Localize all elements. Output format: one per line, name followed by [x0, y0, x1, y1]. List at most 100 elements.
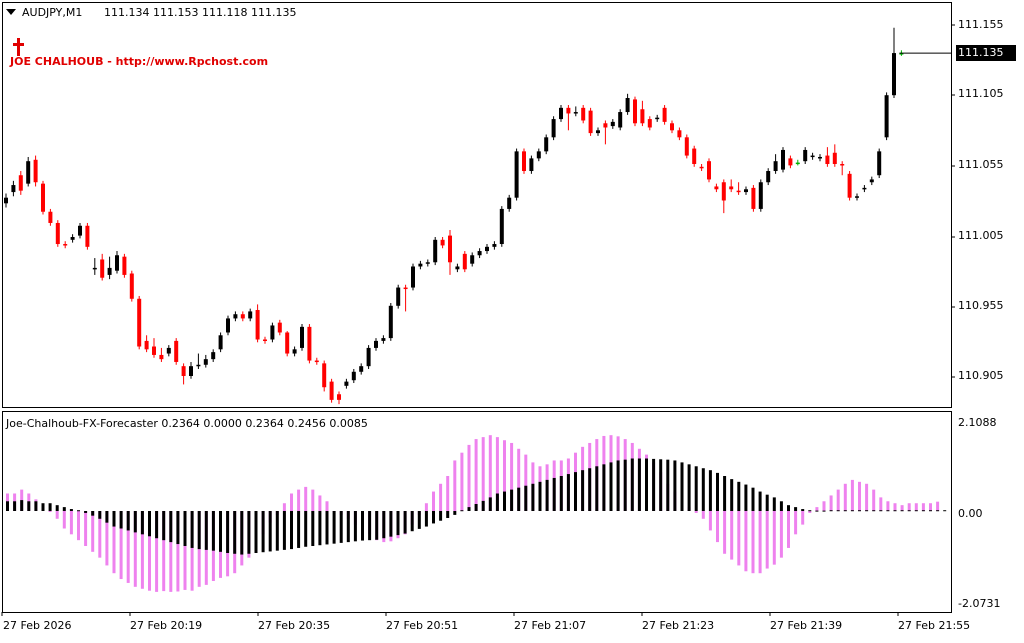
candle-body [263, 339, 267, 341]
histogram-bar-black [936, 510, 940, 512]
histogram-bar-black [879, 510, 883, 512]
candle-body [329, 381, 334, 400]
histogram-bar-pink [787, 511, 790, 548]
histogram-bar-black [772, 497, 776, 511]
candle-body [174, 340, 179, 362]
candle-body [899, 53, 904, 55]
histogram-bar-black [545, 479, 549, 511]
time-label: 27 Feb 20:35 [258, 619, 331, 632]
histogram-bar-black [524, 485, 528, 511]
histogram-bar-black [446, 511, 450, 518]
histogram-bar-pink [808, 511, 812, 513]
histogram-bar-pink [140, 511, 144, 589]
histogram-bar-black [396, 511, 400, 536]
histogram-bar-pink [432, 491, 435, 511]
candle-body [129, 273, 134, 299]
histogram-bar-black [659, 459, 663, 511]
time-label: 27 Feb 21:07 [514, 619, 587, 632]
histogram-bar-black [13, 501, 17, 511]
histogram-bar-pink [183, 511, 187, 590]
candles-group [4, 27, 952, 405]
histogram-bar-black [304, 511, 308, 547]
histogram-bar-black [808, 510, 812, 512]
histogram-bar-black [247, 511, 251, 554]
candle-body [573, 112, 578, 114]
histogram-bar-black [517, 487, 521, 511]
histogram-bar-black [801, 509, 805, 511]
candle-body [462, 253, 467, 270]
candle-body [166, 347, 171, 354]
candle-body [640, 109, 645, 124]
candle-body [470, 255, 475, 264]
candle-body [226, 318, 230, 333]
histogram-bar-pink [900, 505, 904, 511]
candle-body [892, 53, 896, 96]
candle-body [418, 263, 423, 267]
histogram-bar-black [758, 491, 762, 511]
histogram-bar-black [673, 460, 677, 511]
histogram-bar-black [240, 511, 244, 555]
candle-body [425, 262, 430, 264]
candle-body [300, 326, 304, 348]
candle-body [499, 208, 504, 245]
histogram-bar-pink [176, 511, 180, 592]
histogram-bar-black [311, 511, 315, 546]
candle-body [714, 186, 719, 190]
histogram-bar-pink [474, 439, 478, 511]
histogram-bar-pink [460, 452, 464, 511]
histogram-bar-black [716, 472, 719, 511]
histogram-bar-black [417, 511, 421, 529]
candle-body [270, 325, 275, 340]
histogram-bar-black [148, 511, 151, 537]
histogram-bar-pink [751, 511, 755, 574]
histogram-bar-black [574, 472, 577, 511]
histogram-bar-black [609, 462, 613, 511]
time-label: 27 Feb 21:23 [642, 619, 715, 632]
candle-body [884, 95, 889, 138]
histogram-bar-pink [936, 501, 940, 511]
histogram-bar-pink [503, 440, 506, 511]
candle-body [403, 287, 408, 290]
time-label: 27 Feb 21:39 [770, 619, 843, 632]
histogram-bar-black [687, 464, 691, 511]
histogram-bar-black [382, 511, 386, 539]
histogram-bar-black [914, 510, 918, 512]
candle-body [810, 155, 815, 158]
histogram-bar-black [495, 493, 499, 511]
author-watermark: JOE CHALHOUB - http://www.Rpchost.com [10, 55, 269, 68]
histogram-bar-black [204, 511, 208, 550]
candle-body [181, 366, 186, 376]
candle-body [847, 173, 852, 198]
histogram-bar-pink [822, 501, 826, 511]
histogram-bar-pink [723, 511, 727, 554]
candle-body [781, 149, 785, 170]
candle-body [529, 158, 534, 172]
histogram-bar-black [652, 458, 656, 511]
candle-body [869, 179, 874, 183]
histogram-bar-black [765, 494, 769, 511]
histogram-bar-black [929, 510, 932, 512]
histogram-bar-pink [98, 511, 102, 558]
candle-body [33, 159, 38, 183]
chart-menu-triangle-icon[interactable] [6, 9, 16, 15]
candle-body [26, 161, 31, 184]
histogram-bar-black [197, 511, 201, 550]
histogram-bar-pink [424, 503, 428, 511]
candle-body [122, 256, 127, 275]
histogram-bar-black [630, 458, 634, 511]
histogram-bar-black [325, 511, 329, 545]
histogram-bar-black [943, 510, 947, 512]
price-label: 111.155 [958, 18, 1004, 31]
histogram-bar-pink [69, 511, 73, 535]
candle-body [588, 110, 593, 134]
histogram-bar-black [211, 511, 215, 551]
candle-body [677, 130, 682, 138]
candle-body [255, 310, 260, 340]
histogram-bar-black [829, 510, 833, 512]
histogram-bar-pink [155, 511, 159, 592]
histogram-bar-pink [921, 503, 925, 511]
histogram-bar-black [69, 509, 73, 511]
candle-body [92, 267, 97, 270]
